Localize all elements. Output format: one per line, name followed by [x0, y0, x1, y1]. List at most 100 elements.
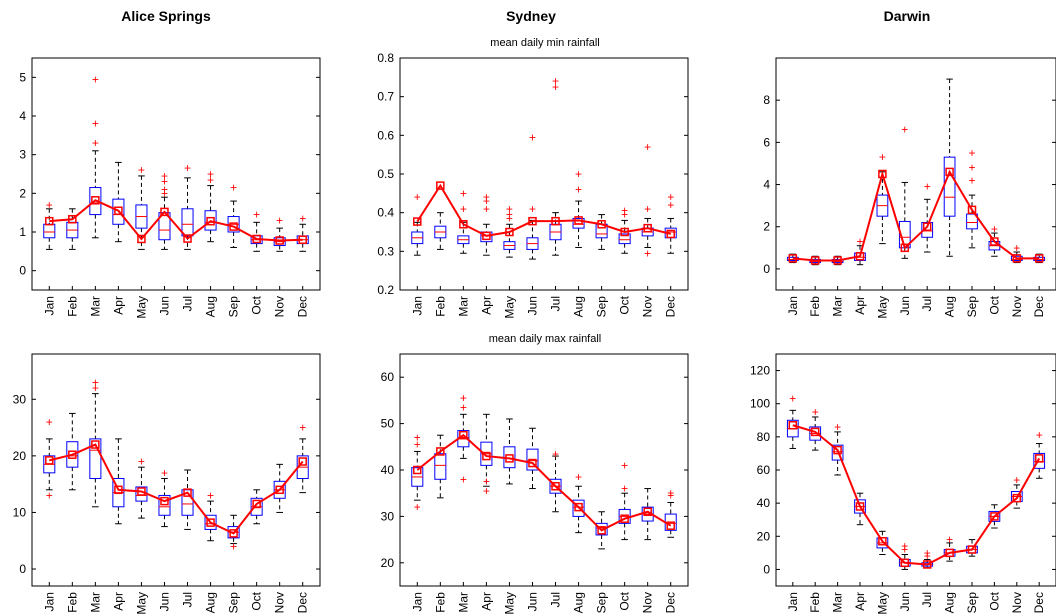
outlier-marker: + [968, 146, 975, 160]
x-tick-label: Apr [853, 296, 867, 315]
mean-marker [666, 229, 675, 239]
y-tick-label: 0.3 [377, 244, 394, 258]
x-tick-label: Nov [641, 296, 655, 317]
mean-marker [597, 526, 606, 535]
x-tick-label: Aug [572, 592, 586, 613]
panels: 0 1 2 3 4 5 Jan Feb Mar Apr May Jun Jul Aug Sep Oct Nov D… [13, 51, 1056, 615]
row-title-max-rainfall: mean daily max rainfall [489, 333, 602, 345]
y-tick-label: 40 [381, 463, 395, 477]
mean-marker [1012, 493, 1022, 503]
x-tick-label: Jul [549, 296, 563, 311]
mean-marker [436, 447, 445, 456]
outlier-marker: + [253, 208, 260, 222]
y-tick-label: 0 [19, 562, 26, 576]
outlier-marker: + [230, 539, 237, 553]
x-tick-label: Oct [618, 295, 632, 314]
mean-marker [482, 451, 491, 461]
mean-marker [505, 227, 514, 237]
mean-marker [597, 220, 606, 229]
outlier-marker: + [667, 190, 674, 204]
chart-panel-2: 0.2 0.3 0.4 0.5 0.6 0.7 0.8 Jan Feb Mar Apr May Jun J… [377, 51, 689, 319]
x-tick-label: Apr [111, 296, 125, 315]
chart-panel-1: 0 1 2 3 4 5 Jan Feb Mar Apr May Jun Jul Aug Sep Oct Nov D… [19, 57, 321, 319]
mean-marker [229, 529, 238, 538]
outlier-marker: + [644, 246, 651, 260]
outlier-marker: + [621, 458, 628, 472]
y-tick-label: 2 [763, 220, 770, 234]
x-tick-label: Aug [943, 592, 957, 613]
mean-marker [206, 216, 215, 226]
mean-line [792, 169, 1040, 262]
x-tick-label: Aug [204, 296, 218, 317]
x-tick-label: Jun [898, 592, 912, 611]
outlier-marker: + [924, 546, 931, 560]
chart-panel-5: 20 30 40 50 60 Jan Feb Mar Apr May Jun Jul Aug Sep Oct… [381, 353, 689, 615]
chart-panel-4: 0 10 20 30 Jan Feb Mar Apr May Jun Jul Aug Sep Oct Nov… [13, 353, 321, 615]
mean-marker [1012, 254, 1022, 263]
outlier-marker: + [161, 186, 168, 200]
x-tick-label: Dec [296, 296, 310, 317]
x-tick-label: Dec [1032, 592, 1046, 613]
axis-frame [399, 353, 689, 587]
outlier-marker: + [812, 405, 819, 419]
x-tick-label: Jul [920, 592, 934, 607]
mean-marker [620, 227, 629, 237]
y-tick-label: 50 [381, 417, 395, 431]
outlier-marker: + [414, 437, 421, 451]
x-tick-label: Mar [88, 296, 102, 317]
box [572, 217, 585, 229]
outlier-marker: + [184, 161, 191, 175]
x-tick-label: Sep [227, 296, 241, 318]
outlier-marker: + [483, 194, 490, 208]
mean-marker [900, 558, 910, 568]
x-tick-label: Sep [595, 592, 609, 614]
mean-marker [643, 223, 652, 233]
outlier-marker: + [991, 222, 998, 236]
box [831, 444, 844, 461]
mean-marker [945, 167, 954, 177]
outlier-marker: + [161, 175, 168, 189]
mean-marker [878, 537, 887, 546]
y-tick-label: 20 [757, 529, 771, 543]
mean-marker [114, 206, 123, 215]
x-tick-label: Jun [525, 592, 539, 611]
x-tick-label: Feb [433, 592, 447, 613]
mean-marker [620, 514, 629, 523]
y-tick-label: 4 [19, 109, 26, 123]
x-tick-label: Feb [433, 296, 447, 317]
x-tick-label: Jan [410, 592, 424, 611]
axis-frame [775, 353, 1056, 587]
outlier-marker: + [621, 482, 628, 496]
mean-marker [68, 214, 77, 224]
axis-frame [775, 57, 1056, 291]
y-tick-label: 40 [757, 496, 771, 510]
outlier-marker: + [483, 484, 490, 498]
y-tick-label: 0.2 [377, 283, 394, 297]
mean-marker [482, 231, 491, 241]
mean-marker [137, 234, 146, 244]
mean-marker [990, 512, 999, 521]
x-tick-label: Nov [1010, 296, 1024, 317]
outlier-marker: + [575, 470, 582, 484]
mean-marker [1034, 254, 1044, 263]
outlier-marker: + [901, 539, 908, 553]
mean-marker [666, 521, 675, 530]
outlier-marker: + [506, 208, 513, 222]
mean-marker [855, 252, 865, 261]
outlier-marker: + [161, 169, 168, 183]
mean-marker [900, 243, 910, 253]
x-tick-label: Dec [664, 296, 678, 317]
outlier-marker: + [460, 391, 467, 405]
outlier-marker: + [46, 198, 53, 212]
y-tick-label: 20 [13, 449, 27, 463]
x-tick-label: Dec [296, 592, 310, 613]
mean-marker [413, 465, 422, 475]
x-tick-label: Jul [181, 296, 195, 311]
outlier-marker: + [506, 202, 513, 216]
mean-marker [413, 217, 422, 226]
outlier-marker: + [1036, 428, 1043, 442]
x-tick-label: Jan [786, 592, 800, 611]
mean-line [416, 433, 672, 532]
mean-marker [855, 502, 865, 511]
y-tick-label: 2 [19, 186, 26, 200]
